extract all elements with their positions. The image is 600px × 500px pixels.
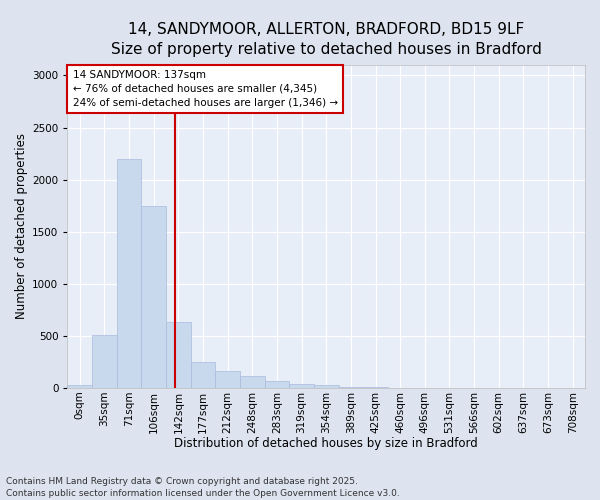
Bar	[92, 335, 117, 388]
Bar	[67, 385, 92, 388]
Bar	[166, 322, 191, 388]
Bar	[314, 386, 338, 388]
Bar	[240, 376, 265, 388]
Bar	[338, 387, 363, 388]
Title: 14, SANDYMOOR, ALLERTON, BRADFORD, BD15 9LF
Size of property relative to detache: 14, SANDYMOOR, ALLERTON, BRADFORD, BD15 …	[111, 22, 542, 57]
Bar	[117, 159, 142, 388]
Bar	[142, 206, 166, 388]
Bar	[265, 380, 289, 388]
X-axis label: Distribution of detached houses by size in Bradford: Distribution of detached houses by size …	[175, 437, 478, 450]
Bar	[289, 384, 314, 388]
Y-axis label: Number of detached properties: Number of detached properties	[15, 134, 28, 320]
Text: 14 SANDYMOOR: 137sqm
← 76% of detached houses are smaller (4,345)
24% of semi-de: 14 SANDYMOOR: 137sqm ← 76% of detached h…	[73, 70, 338, 108]
Bar	[215, 372, 240, 388]
Text: Contains HM Land Registry data © Crown copyright and database right 2025.
Contai: Contains HM Land Registry data © Crown c…	[6, 476, 400, 498]
Bar	[191, 362, 215, 388]
